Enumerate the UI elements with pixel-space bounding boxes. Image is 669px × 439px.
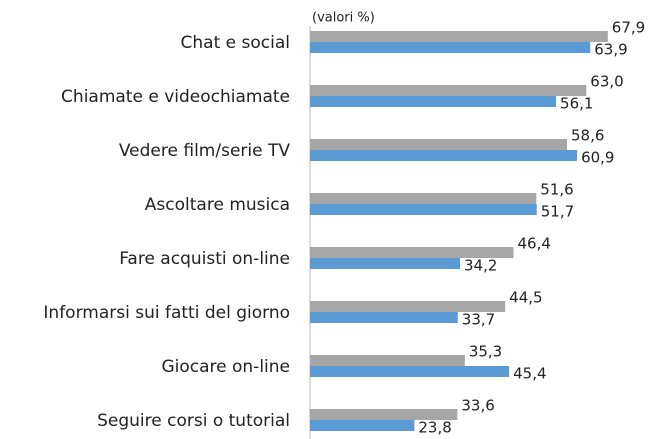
- value-label: 34,2: [464, 257, 497, 275]
- bar: [310, 258, 460, 269]
- category-label: Fare acquisti on-line: [119, 249, 290, 269]
- bar: [310, 247, 514, 258]
- value-label: 56,1: [560, 95, 593, 113]
- category-label: Seguire corsi o tutorial: [97, 411, 290, 431]
- value-label: 67,9: [612, 19, 645, 37]
- value-label: 35,3: [469, 343, 502, 361]
- value-label: 33,7: [462, 311, 495, 329]
- bar: [310, 150, 578, 161]
- value-label: 63,9: [594, 41, 627, 59]
- value-label: 60,9: [581, 149, 614, 167]
- value-label: 46,4: [517, 235, 550, 253]
- bar: [310, 139, 568, 150]
- chart-subtitle: (valori %): [312, 11, 375, 26]
- bar: [310, 355, 465, 366]
- value-label: 58,6: [571, 127, 604, 145]
- value-label: 23,8: [418, 419, 451, 437]
- bar: [310, 96, 557, 107]
- value-label: 51,6: [540, 181, 573, 199]
- bar: [310, 193, 537, 204]
- bar: [310, 204, 537, 215]
- value-label: 51,7: [541, 203, 574, 221]
- bar: [310, 312, 458, 323]
- bar: [310, 31, 608, 42]
- category-label: Giocare on-line: [161, 357, 290, 377]
- value-label: 63,0: [590, 73, 623, 91]
- category-label: Ascoltare musica: [145, 195, 290, 215]
- value-label: 44,5: [509, 289, 542, 307]
- bar: [310, 85, 587, 96]
- bar: [310, 301, 506, 312]
- bar: [310, 420, 415, 431]
- bar: [310, 409, 458, 420]
- category-label: Chiamate e videochiamate: [61, 87, 290, 107]
- bar: [310, 366, 510, 377]
- category-label: Vedere film/serie TV: [119, 141, 290, 161]
- value-label: 45,4: [513, 365, 546, 383]
- category-label: Chat e social: [181, 33, 290, 53]
- category-label: Informarsi sui fatti del giorno: [43, 303, 290, 323]
- bar: [310, 42, 591, 53]
- value-label: 33,6: [461, 397, 494, 415]
